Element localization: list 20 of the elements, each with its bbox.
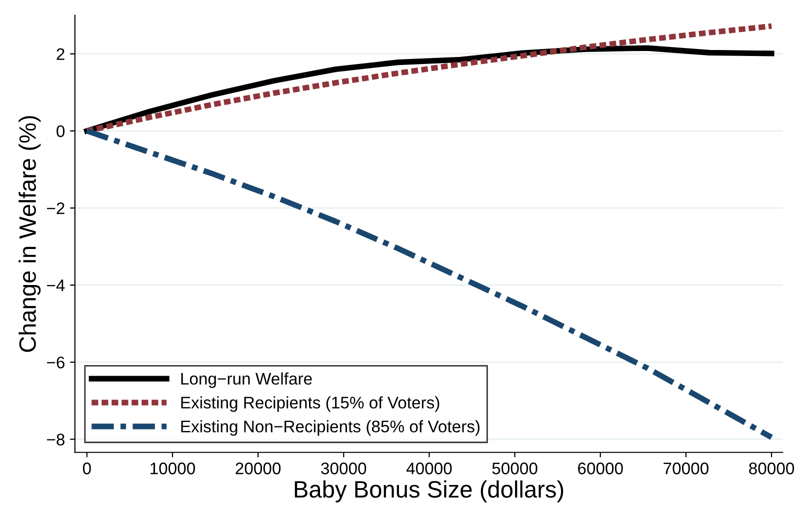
- y-tick-label: 2: [56, 48, 64, 60]
- x-tick-label: 20000: [236, 462, 281, 474]
- x-tick-label: 40000: [406, 462, 452, 474]
- y-tick-label: 0: [56, 125, 65, 138]
- x-tick-label: 70000: [664, 462, 708, 474]
- legend-label: Existing Non−Recipients (85% of Voters): [181, 420, 480, 436]
- x-tick-label: 10000: [150, 462, 195, 474]
- x-tick-label: 0: [82, 462, 91, 474]
- x-tick-label: 60000: [578, 462, 623, 474]
- x-axis-title: Baby Bonus Size (dollars): [294, 480, 564, 502]
- y-axis-title: Change in Welfare (%): [18, 116, 41, 352]
- x-tick-label: 30000: [321, 462, 366, 474]
- y-tick-label: −2: [47, 202, 64, 214]
- x-tick-label: 50000: [492, 462, 538, 474]
- legend-label: Existing Recipients (15% of Voters): [181, 396, 440, 412]
- y-tick-label: −4: [47, 280, 65, 292]
- y-tick-label: −6: [47, 356, 64, 368]
- y-tick-label: −8: [47, 434, 64, 446]
- x-tick-label: 80000: [749, 462, 794, 474]
- legend-label: Long−run Welfare: [181, 372, 312, 388]
